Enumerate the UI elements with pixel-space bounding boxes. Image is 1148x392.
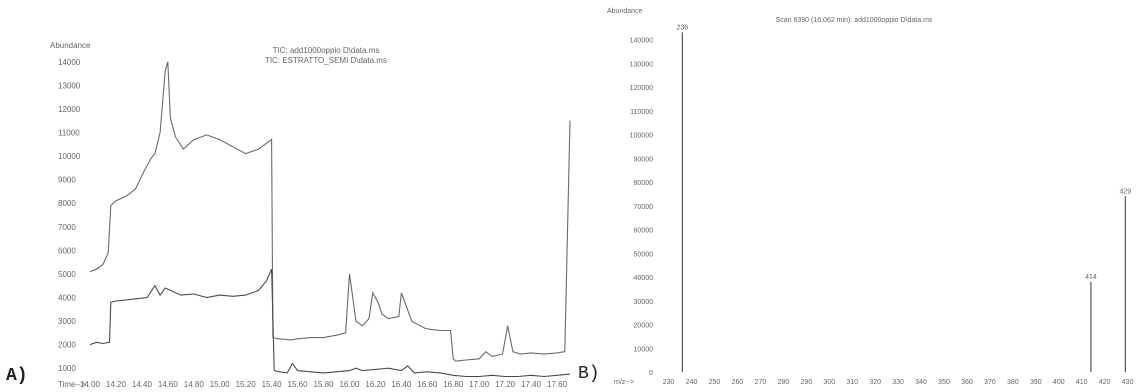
x-tick-label: 17.00 [469,380,490,389]
x-tick-label: 14.40 [132,380,153,389]
chart-title-line-2: TIC: ESTRATTO_SEMI D\data.ms [265,56,387,65]
y-tick-label: 100000 [630,133,653,140]
x-tick-label: 420 [1099,379,1111,386]
y-tick-label: 8000 [58,199,76,208]
x-tick-label: 360 [961,379,973,386]
x-tick-label: 290 [800,379,812,386]
y-tick-label: 7000 [58,223,76,232]
x-tick-label: 16.60 [417,380,438,389]
y-tick-label: 2000 [58,341,76,350]
x-tick-label: 430 [1122,379,1134,386]
x-tick-label: 17.60 [547,380,568,389]
y-tick-label: 11000 [58,129,80,138]
mass-spectrum-chart: 0 10000 20000 30000 40000 50000 60000 70000 8000… [607,8,1134,386]
x-tick-label: 410 [1076,379,1088,386]
x-tick-label: 400 [1053,379,1065,386]
y-tick-label: 1000 [58,364,76,373]
y-tick-label: 6000 [58,246,76,255]
tic-series-line-1 [89,61,571,362]
tic-series-line-2 [89,268,571,378]
y-axis-label: Abundance [50,41,91,50]
y-tick-label: 80000 [634,180,654,187]
y-tick-label: 5000 [58,270,76,279]
x-axis-label: Time--> [58,380,86,389]
y-tick-label: 10000 [58,152,81,161]
y-tick-label: 9000 [58,176,76,185]
bar-data-label: 236 [677,24,689,31]
tic-chromatogram-chart: 1000 2000 3000 4000 5000 6000 7000 8000 9000 1000… [50,41,571,389]
x-tick-label: 16.40 [391,380,412,389]
y-tick-label: 50000 [634,251,654,258]
x-tick-label: 320 [869,379,881,386]
y-tick-label: 120000 [630,85,653,92]
x-tick-label: 370 [984,379,996,386]
x-tick-label: 240 [686,379,698,386]
x-tick-label: 380 [1007,379,1019,386]
y-tick-label: 140000 [630,38,653,45]
y-tick-label: 0 [649,370,653,377]
y-tick-label: 90000 [634,156,654,163]
x-tick-label: 14.60 [158,380,179,389]
y-tick-label: 110000 [630,109,653,116]
x-tick-label: 17.20 [495,380,516,389]
chart-title-line-1: TIC: add1000oppio D\data.ms [273,46,380,55]
x-tick-label: 15.80 [313,380,334,389]
y-tick-label: 70000 [634,204,654,211]
y-tick-label: 12000 [58,105,81,114]
x-tick-label: 14.20 [106,380,127,389]
y-tick-label: 30000 [634,299,654,306]
x-tick-label: 15.20 [236,380,257,389]
x-tick-label: 340 [915,379,927,386]
y-tick-label: 10000 [634,346,654,353]
spectrum-bars: 236 414 429 [677,24,1131,372]
x-tick-label: 15.60 [288,380,309,389]
series-lines [89,61,571,378]
x-tick-label: 17.40 [521,380,542,389]
chart-title: Scan 6390 (16.062 min): add1000oppio D\d… [776,17,933,24]
x-tick-label: 15.40 [262,380,283,389]
y-tick-labels: 0 10000 20000 30000 40000 50000 60000 70000 8000… [630,38,653,378]
x-tick-label: 280 [778,379,790,386]
y-tick-label: 20000 [634,323,654,330]
x-tick-label: 14.80 [184,380,205,389]
y-tick-label: 3000 [58,317,76,326]
x-tick-labels: 230 240 250 260 270 280 290 300 310 320 330 340 350 3… [663,379,1134,386]
x-tick-label: 330 [892,379,904,386]
x-tick-label: 16.80 [443,380,464,389]
x-axis-label: m/z--> [614,379,634,386]
x-tick-label: 350 [938,379,950,386]
bar-data-label: 414 [1085,274,1097,281]
x-tick-label: 14.00 [80,380,101,389]
x-tick-label: 390 [1030,379,1042,386]
y-tick-label: 40000 [634,275,654,282]
y-tick-label: 130000 [630,61,653,68]
x-tick-label: 16.00 [339,380,360,389]
panel-label-a: A) [6,366,28,386]
x-tick-label: 270 [755,379,767,386]
x-tick-label: 16.20 [365,380,386,389]
y-tick-labels: 1000 2000 3000 4000 5000 6000 7000 8000 9000 1000… [58,58,81,373]
y-tick-label: 14000 [58,58,81,67]
x-tick-labels: 14.00 14.20 14.40 14.60 14.80 15.00 15.20 15.40… [80,380,568,389]
x-tick-label: 260 [732,379,744,386]
x-tick-label: 300 [823,379,835,386]
x-tick-label: 310 [846,379,858,386]
y-tick-label: 13000 [58,81,81,90]
y-tick-label: 4000 [58,294,76,303]
x-tick-label: 15.00 [210,380,231,389]
panel-label-b: B) [578,364,600,384]
x-tick-label: 230 [663,379,675,386]
y-axis-label: Abundance [607,8,643,15]
x-tick-label: 250 [709,379,721,386]
bar-data-label: 429 [1119,188,1131,195]
y-tick-label: 60000 [634,228,654,235]
